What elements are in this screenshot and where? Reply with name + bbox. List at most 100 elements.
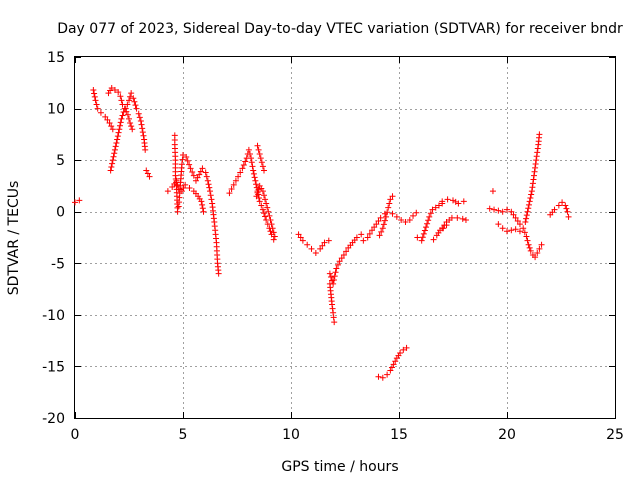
data-point	[129, 126, 136, 133]
data-point	[266, 212, 273, 219]
data-point	[393, 213, 400, 220]
data-point	[379, 225, 386, 232]
data-point	[330, 277, 337, 284]
data-point	[413, 209, 420, 216]
data-point	[381, 217, 388, 224]
data-point	[124, 101, 131, 108]
data-point	[495, 221, 502, 228]
data-point	[123, 108, 130, 115]
data-point	[514, 217, 521, 224]
data-point	[376, 232, 383, 239]
data-point	[245, 146, 252, 153]
data-point	[190, 172, 197, 179]
data-point	[532, 161, 539, 168]
data-point	[455, 200, 462, 207]
data-point	[139, 125, 146, 132]
data-point	[72, 199, 78, 206]
data-point	[529, 184, 536, 191]
data-point	[383, 213, 390, 220]
data-point	[358, 231, 365, 238]
data-point	[491, 206, 498, 213]
data-point	[261, 167, 267, 174]
data-point	[192, 177, 199, 184]
data-point	[256, 150, 263, 157]
data-point	[331, 319, 338, 326]
data-point	[426, 213, 433, 220]
data-point	[406, 216, 413, 223]
data-point	[375, 373, 382, 380]
y-tick-label: 0	[56, 205, 65, 221]
data-point	[379, 374, 386, 381]
data-point	[109, 160, 116, 167]
data-point	[264, 204, 271, 211]
data-point	[499, 208, 506, 215]
data-point	[136, 114, 143, 121]
data-point	[139, 129, 146, 136]
data-point	[203, 173, 210, 180]
data-point	[317, 245, 324, 252]
x-tick-label: 10	[282, 427, 300, 443]
data-point	[532, 254, 539, 261]
data-point	[184, 157, 191, 164]
data-point	[261, 210, 267, 217]
data-point	[499, 225, 506, 232]
data-point	[326, 270, 333, 277]
data-point	[118, 115, 125, 122]
data-point	[187, 165, 194, 172]
data-point	[255, 146, 262, 153]
data-point	[389, 210, 396, 217]
data-point	[138, 121, 145, 128]
data-point	[333, 265, 340, 272]
data-point	[523, 215, 530, 222]
data-point	[521, 229, 528, 236]
data-point	[196, 171, 203, 178]
data-point	[194, 174, 201, 181]
data-point	[420, 230, 427, 237]
data-point	[508, 208, 515, 215]
data-point	[444, 196, 451, 203]
data-point	[198, 198, 205, 205]
data-point	[199, 201, 206, 208]
data-point	[135, 110, 142, 117]
data-point	[430, 236, 437, 243]
data-point	[385, 204, 392, 211]
data-point	[398, 216, 405, 223]
data-point	[215, 270, 222, 277]
data-point	[253, 193, 260, 200]
data-point	[270, 229, 277, 236]
data-point	[489, 188, 496, 195]
data-point	[183, 154, 190, 161]
data-point	[448, 214, 455, 221]
data-point	[91, 93, 98, 100]
data-point	[414, 234, 421, 241]
data-point	[109, 157, 116, 164]
data-point	[564, 208, 571, 215]
data-point	[133, 105, 140, 112]
data-point	[108, 123, 115, 130]
data-point	[528, 191, 535, 198]
data-point	[254, 142, 261, 149]
data-point	[536, 131, 543, 138]
y-tick-label: -15	[42, 359, 65, 375]
data-point	[397, 350, 404, 357]
data-point	[425, 217, 432, 224]
data-point	[257, 155, 264, 162]
data-point	[204, 177, 211, 184]
y-axis-label: SDTVAR / TECUs	[6, 181, 22, 296]
data-point	[226, 190, 233, 197]
data-point	[439, 225, 446, 232]
data-point	[108, 84, 115, 91]
data-point	[256, 198, 263, 205]
data-point	[127, 93, 134, 100]
data-point	[329, 305, 336, 312]
plot-frame	[74, 56, 616, 419]
data-point	[239, 165, 246, 172]
data-point	[115, 129, 122, 136]
data-point	[263, 200, 270, 207]
x-tick-label: 0	[71, 427, 80, 443]
data-point	[373, 221, 380, 228]
data-point	[512, 214, 519, 221]
data-point	[113, 139, 120, 146]
data-point	[340, 252, 347, 259]
tick-labels: 0 5 10 15 20 25 -20 -15 -10 -5 0 5 10 15	[42, 50, 624, 443]
